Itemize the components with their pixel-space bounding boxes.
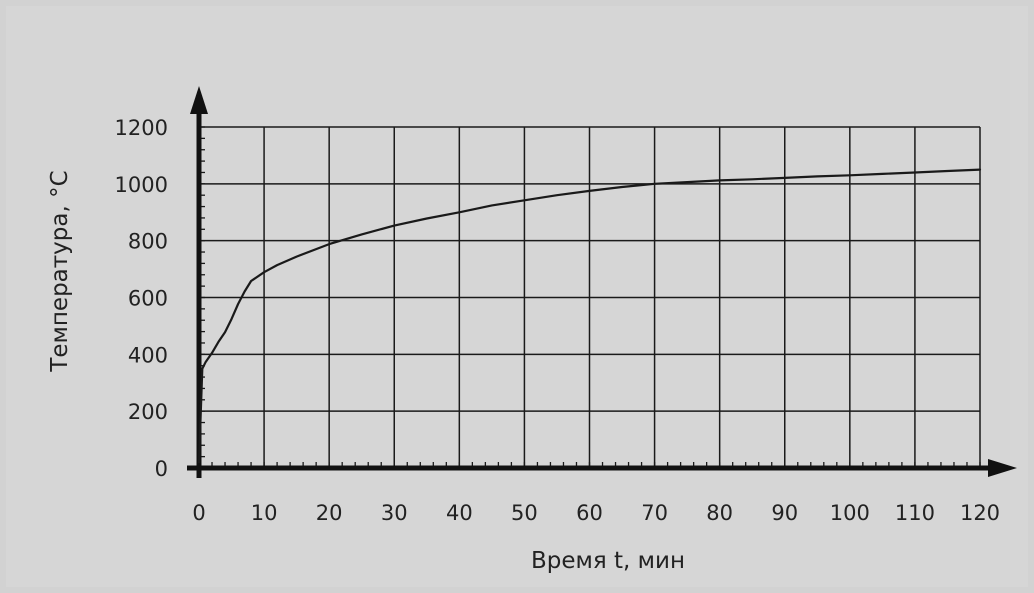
- x-tick-label: 20: [316, 501, 343, 525]
- x-tick-label: 40: [446, 501, 473, 525]
- x-tick-label: 90: [771, 501, 798, 525]
- x-tick-label: 60: [576, 501, 603, 525]
- x-tick-label: 50: [511, 501, 538, 525]
- x-tick-label: 70: [641, 501, 668, 525]
- y-tick-labels: 0 200 400 600 800 1000 1200: [115, 116, 168, 481]
- temperature-curve: [197, 168, 982, 464]
- series: [197, 168, 982, 464]
- y-tick-label: 400: [128, 343, 168, 367]
- y-tick-label: 800: [128, 230, 168, 254]
- x-tick-label: 110: [895, 501, 935, 525]
- axes: [187, 86, 1017, 478]
- y-tick-label: 1000: [115, 173, 168, 197]
- y-axis-title: Температура, °C: [47, 170, 73, 372]
- x-axis-title: Время t, мин: [531, 548, 685, 574]
- y-tick-label: 600: [128, 287, 168, 311]
- y-tick-label: 200: [128, 400, 168, 424]
- x-axis-arrow: [988, 459, 1017, 477]
- x-tick-labels: 0 10 20 30 40 50 60 70 80 90 100 110 120: [192, 501, 1000, 525]
- x-tick-label: 0: [192, 501, 205, 525]
- grid: [199, 126, 981, 468]
- x-tick-label: 120: [960, 501, 1000, 525]
- x-tick-label: 10: [251, 501, 278, 525]
- y-axis-arrow: [190, 86, 208, 114]
- y-tick-label: 1200: [115, 116, 168, 140]
- x-tick-label: 100: [830, 501, 870, 525]
- x-tick-label: 30: [381, 501, 408, 525]
- chart-panel: [6, 6, 1028, 587]
- x-tick-label: 80: [706, 501, 733, 525]
- y-tick-label: 0: [155, 457, 168, 481]
